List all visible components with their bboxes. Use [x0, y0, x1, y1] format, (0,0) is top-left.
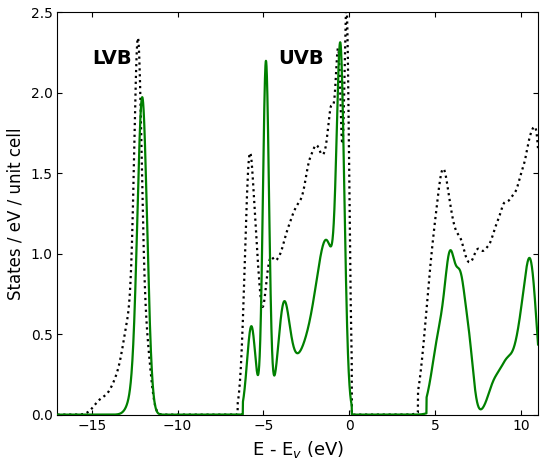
X-axis label: E - E$_v$ (eV): E - E$_v$ (eV)	[251, 439, 344, 460]
Text: LVB: LVB	[93, 49, 132, 68]
Y-axis label: States / eV / unit cell: States / eV / unit cell	[7, 127, 25, 300]
Text: UVB: UVB	[278, 49, 324, 68]
